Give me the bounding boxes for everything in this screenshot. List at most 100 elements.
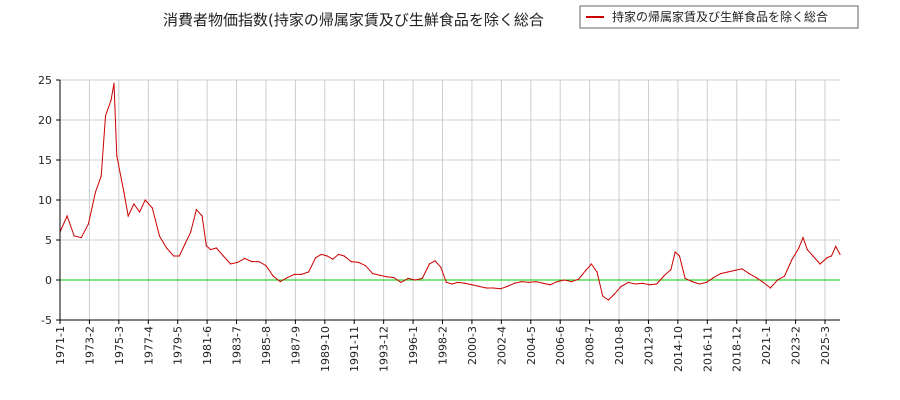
data-point: [300, 273, 303, 275]
x-tick-label: 1993-12: [378, 326, 391, 372]
data-point: [138, 211, 141, 213]
data-point: [326, 255, 328, 257]
data-point: [826, 257, 828, 259]
data-point: [428, 263, 430, 265]
data-point: [265, 265, 267, 267]
data-point: [272, 275, 274, 277]
data-point: [451, 283, 453, 285]
data-point: [570, 281, 573, 283]
x-tick-label: 1987-9: [289, 326, 302, 365]
x-tick-label: 2004-5: [525, 326, 538, 365]
data-point: [585, 269, 587, 271]
data-point: [173, 255, 175, 257]
data-point: [332, 258, 334, 260]
data-point: [80, 237, 82, 239]
data-point: [400, 281, 402, 283]
data-point: [741, 268, 743, 270]
data-point: [485, 287, 487, 289]
data-point: [229, 263, 232, 265]
data-point: [596, 271, 598, 273]
data-point: [712, 277, 715, 279]
axes: -5 0 5 10 15 20 25 1971-1 1973-2 1975-3 1977-4 1979…: [38, 74, 840, 372]
data-point: [542, 282, 544, 284]
data-point: [535, 281, 537, 283]
data-point: [113, 82, 115, 84]
data-point: [73, 235, 75, 237]
data-point: [337, 253, 340, 255]
x-tick-label: 2010-8: [613, 326, 626, 365]
data-point: [506, 285, 509, 287]
y-tick-label: -5: [41, 314, 52, 327]
data-point: [308, 271, 310, 273]
data-point: [812, 255, 814, 257]
legend: 持家の帰属家賃及び生鮮食品を除く総合: [579, 5, 859, 29]
data-point: [656, 283, 658, 285]
data-point: [471, 284, 473, 286]
data-point: [87, 223, 90, 225]
data-point: [549, 284, 551, 286]
data-point: [244, 257, 246, 259]
data-point: [386, 276, 388, 278]
data-point: [602, 295, 604, 297]
data-point: [215, 247, 217, 249]
data-point: [133, 203, 135, 205]
x-tick-label: 1971-1: [54, 326, 67, 365]
data-point: [577, 278, 580, 280]
data-point: [819, 263, 821, 265]
data-point: [663, 275, 665, 277]
x-tick-label: 2023-2: [790, 326, 803, 365]
data-point: [201, 215, 203, 217]
x-tick-label: 2000-3: [466, 326, 479, 365]
data-point: [678, 255, 681, 257]
data-point: [830, 255, 833, 257]
data-point: [521, 281, 523, 283]
x-tick-label: 1975-3: [113, 326, 126, 365]
data-point: [691, 281, 693, 283]
data-point: [478, 285, 480, 287]
x-tick-label: 2018-12: [731, 326, 744, 372]
data-point: [315, 257, 317, 259]
data-point: [421, 277, 423, 279]
x-tick-label: 1979-5: [172, 326, 185, 365]
data-point: [806, 249, 808, 251]
data-point: [178, 255, 180, 257]
x-tick-label: 1996-1: [407, 326, 420, 365]
x-tick-label: 1989-10: [319, 326, 332, 372]
data-point: [734, 269, 736, 271]
data-point: [607, 299, 610, 301]
data-point: [222, 255, 224, 257]
data-point: [110, 99, 112, 101]
data-point: [769, 287, 771, 289]
x-tick-label: 1998-2: [437, 326, 450, 365]
data-point: [590, 263, 592, 265]
data-point: [434, 260, 436, 262]
data-point: [762, 281, 764, 283]
data-point: [286, 277, 288, 279]
x-tick-label: 2014-10: [672, 326, 685, 372]
data-point: [364, 265, 367, 267]
data-point: [123, 191, 125, 193]
x-tick-label: 1981-6: [201, 326, 214, 365]
y-tick-label: 5: [45, 234, 52, 247]
data-point: [791, 259, 793, 261]
data-point: [371, 273, 374, 275]
data-point: [839, 253, 841, 255]
data-point: [783, 275, 786, 277]
x-tick-label: 2002-4: [495, 326, 508, 365]
data-point: [279, 281, 281, 283]
x-tick-label: 2006-6: [554, 326, 567, 365]
data-point: [514, 282, 516, 284]
data-point: [116, 155, 118, 157]
data-point: [293, 273, 296, 275]
data-point: [144, 199, 146, 201]
data-point: [499, 288, 502, 290]
x-tick-label: 2016-11: [701, 326, 714, 372]
data-point: [343, 255, 345, 257]
y-tick-label: 0: [45, 274, 52, 287]
data-point: [649, 284, 651, 286]
data-point: [445, 281, 448, 283]
data-point: [104, 115, 107, 117]
data-point: [379, 274, 381, 276]
data-point: [195, 209, 197, 211]
